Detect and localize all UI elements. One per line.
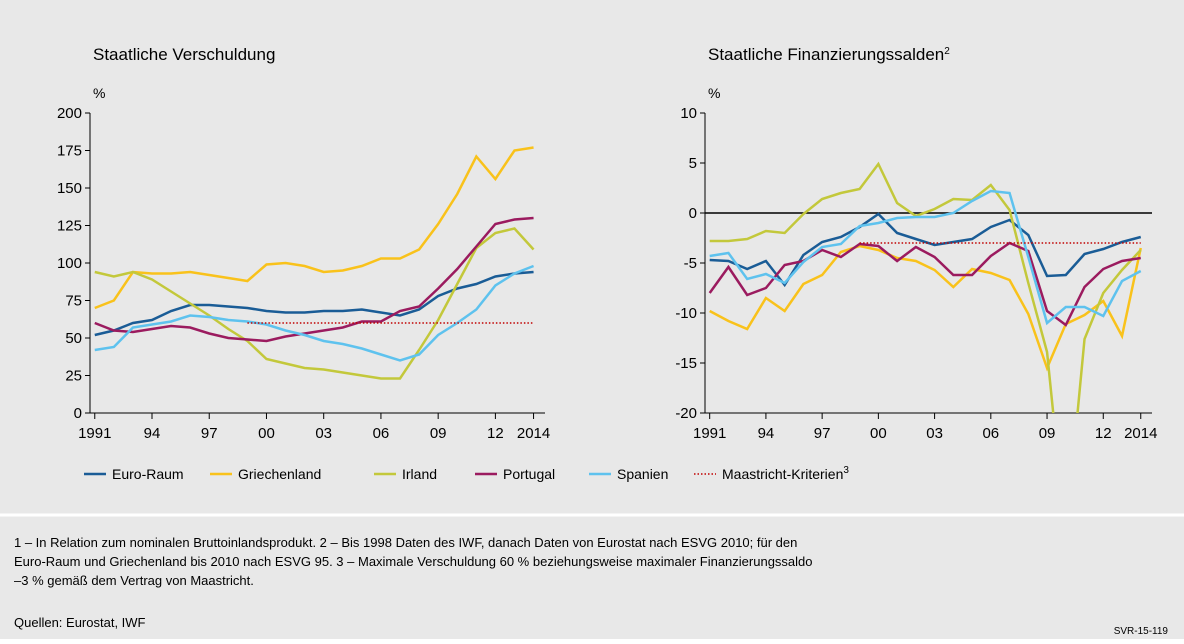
y-tick-label: 0 bbox=[689, 205, 697, 222]
y-tick-label: 150 bbox=[57, 180, 82, 197]
y-tick-label: -10 bbox=[675, 305, 697, 322]
y-tick-label: 5 bbox=[689, 155, 697, 172]
y-tick-label: 175 bbox=[57, 143, 82, 160]
y-tick-label: 25 bbox=[65, 368, 82, 385]
x-tick-label: 1991 bbox=[693, 425, 726, 442]
y-tick-label: -15 bbox=[675, 355, 697, 372]
superscript: 2 bbox=[944, 46, 950, 57]
footnote: –3 % gemäß dem Vertrag von Maastricht. bbox=[14, 573, 254, 588]
x-tick-label: 94 bbox=[144, 425, 161, 442]
chart-code: SVR-15-119 bbox=[1114, 626, 1169, 637]
y-unit: % bbox=[708, 85, 720, 101]
sources: Quellen: Eurostat, IWF bbox=[14, 615, 146, 630]
x-tick-label: 12 bbox=[487, 425, 504, 442]
legend-label: Euro-Raum bbox=[112, 466, 184, 482]
chart-title: Staatliche Finanzierungssalden2 bbox=[708, 45, 950, 64]
legend-label: Portugal bbox=[503, 466, 555, 482]
plot-area bbox=[94, 146, 535, 380]
series-line bbox=[94, 227, 535, 380]
chart-title: Staatliche Verschuldung bbox=[93, 45, 275, 64]
x-tick-label: 00 bbox=[258, 425, 275, 442]
x-tick-label: 2014 bbox=[517, 425, 550, 442]
y-unit: % bbox=[93, 85, 105, 101]
series-line bbox=[94, 146, 534, 310]
x-tick-label: 06 bbox=[373, 425, 390, 442]
legend-label: Irland bbox=[402, 466, 437, 482]
y-tick-label: 10 bbox=[680, 105, 697, 122]
series-line bbox=[94, 264, 535, 362]
x-tick-label: 12 bbox=[1095, 425, 1112, 442]
y-tick-label: 100 bbox=[57, 255, 82, 272]
x-tick-label: 03 bbox=[926, 425, 943, 442]
x-tick-label: 97 bbox=[814, 425, 831, 442]
x-tick-label: 2014 bbox=[1124, 425, 1157, 442]
x-tick-label: 97 bbox=[201, 425, 218, 442]
legend-label: Spanien bbox=[617, 466, 668, 482]
series-line bbox=[94, 216, 534, 343]
plot-area bbox=[708, 161, 1142, 413]
series-line bbox=[709, 244, 1142, 372]
y-tick-label: 200 bbox=[57, 105, 82, 122]
series-line bbox=[708, 241, 1141, 327]
x-tick-label: 00 bbox=[870, 425, 887, 442]
y-tick-label: 75 bbox=[65, 293, 82, 310]
series-line bbox=[709, 189, 1142, 326]
series-line bbox=[94, 270, 534, 337]
footnote: Euro-Raum und Griechenland bis 2010 nach… bbox=[14, 554, 813, 569]
x-tick-label: 09 bbox=[430, 425, 447, 442]
x-tick-label: 03 bbox=[315, 425, 332, 442]
x-tick-label: 09 bbox=[1039, 425, 1056, 442]
x-tick-label: 94 bbox=[758, 425, 775, 442]
legend-label: Griechenland bbox=[238, 466, 321, 482]
y-tick-label: 125 bbox=[57, 218, 82, 235]
y-tick-label: -5 bbox=[684, 255, 697, 272]
y-tick-label: 0 bbox=[74, 405, 82, 422]
x-tick-label: 06 bbox=[982, 425, 999, 442]
y-tick-label: -20 bbox=[675, 405, 697, 422]
superscript: 3 bbox=[843, 465, 849, 476]
legend-label: Maastricht-Kriterien3 bbox=[722, 465, 849, 482]
series-line bbox=[709, 161, 1142, 413]
x-tick-label: 1991 bbox=[78, 425, 111, 442]
y-tick-label: 50 bbox=[65, 330, 82, 347]
footnote: 1 – In Relation zum nominalen Bruttoinla… bbox=[14, 535, 797, 550]
